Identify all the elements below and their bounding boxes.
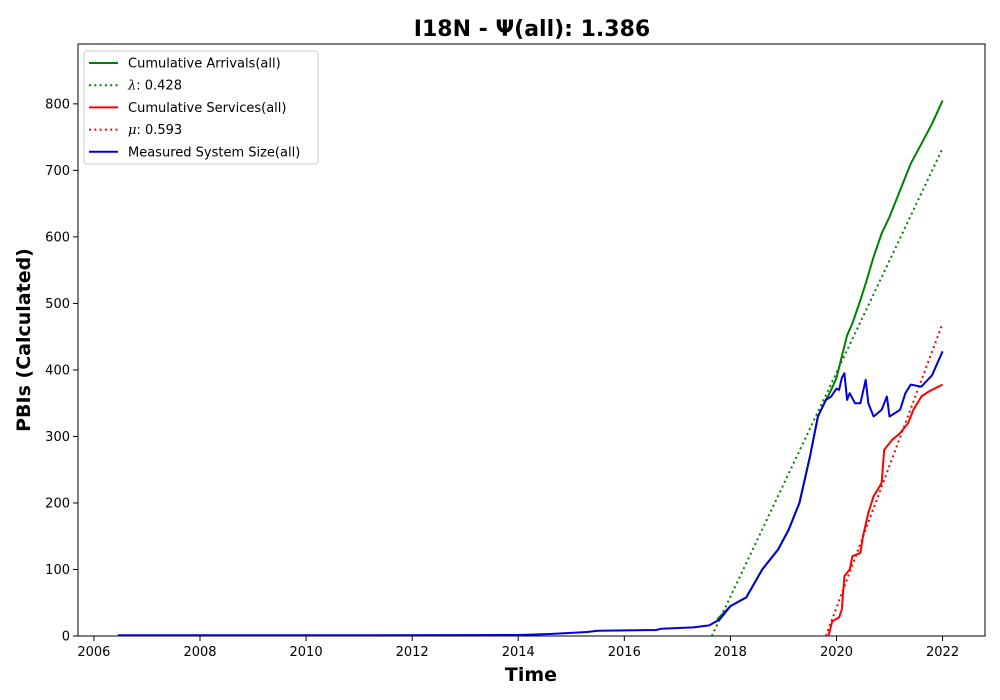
legend-box bbox=[83, 50, 319, 165]
legend-entry: Cumulative Arrivals(all) bbox=[128, 57, 281, 72]
x-tick-label: 2018 bbox=[714, 645, 747, 660]
x-tick-label: 2020 bbox=[820, 645, 853, 660]
x-axis: 2006 2008 2010 2012 2014 2016 2018 2020 2022 bbox=[77, 636, 959, 660]
y-tick-label: 800 bbox=[45, 97, 70, 112]
y-tick-label: 0 bbox=[62, 630, 70, 645]
x-tick-label: 2016 bbox=[608, 645, 641, 660]
chart-title: I18N - Ψ(all): 1.386 bbox=[414, 17, 650, 42]
x-tick-label: 2014 bbox=[502, 645, 535, 660]
y-tick-label: 500 bbox=[45, 297, 70, 312]
legend-entry: λ: 0.428 bbox=[127, 79, 182, 94]
series-layer bbox=[117, 100, 944, 636]
x-tick-label: 2006 bbox=[77, 645, 110, 660]
y-axis-label: PBIs (Calculated) bbox=[13, 248, 35, 432]
legend-entry: μ: 0.593 bbox=[128, 123, 182, 138]
legend: Cumulative Arrivals(all) λ: 0.428 Cumulati… bbox=[83, 50, 319, 165]
x-tick-label: 2022 bbox=[926, 645, 959, 660]
series-line-3 bbox=[827, 383, 944, 636]
series-line-5 bbox=[117, 350, 944, 636]
y-tick-label: 100 bbox=[45, 563, 70, 578]
legend-entry: Cumulative Services(all) bbox=[128, 101, 286, 116]
y-axis: 0 100 200 300 400 500 600 700 800 bbox=[45, 97, 78, 645]
x-tick-label: 2012 bbox=[396, 645, 429, 660]
y-tick-label: 700 bbox=[45, 164, 70, 179]
y-tick-label: 300 bbox=[45, 430, 70, 445]
legend-entry: Measured System Size(all) bbox=[128, 145, 300, 160]
y-tick-label: 400 bbox=[45, 363, 70, 378]
y-tick-label: 200 bbox=[45, 496, 70, 511]
x-tick-label: 2010 bbox=[290, 645, 323, 660]
y-tick-label: 600 bbox=[45, 230, 70, 245]
x-tick-label: 2008 bbox=[183, 645, 216, 660]
x-axis-label: Time bbox=[505, 664, 557, 686]
